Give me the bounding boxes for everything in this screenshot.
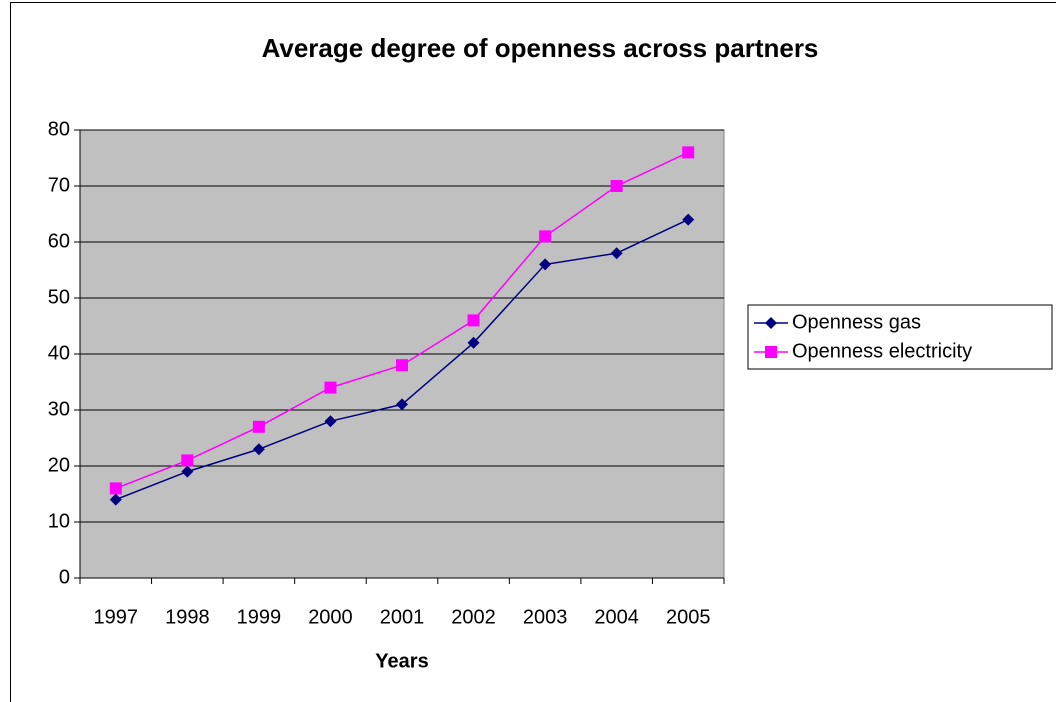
data-point bbox=[324, 415, 337, 428]
y-tick-label: 40 bbox=[48, 342, 70, 364]
y-tick-label: 60 bbox=[48, 230, 70, 252]
x-tick-label: 2001 bbox=[380, 606, 425, 628]
data-point bbox=[396, 398, 408, 411]
y-tick-label: 30 bbox=[48, 398, 70, 420]
data-point bbox=[109, 482, 122, 495]
y-tick-label: 70 bbox=[48, 174, 70, 196]
legend-marker bbox=[765, 317, 777, 329]
y-tick-label: 10 bbox=[48, 510, 70, 532]
x-tick-label: 2005 bbox=[666, 606, 711, 628]
data-point bbox=[682, 213, 695, 226]
legend-label: Openness gas bbox=[792, 311, 921, 333]
x-axis-label: Years bbox=[375, 650, 428, 672]
x-tick-label: 2002 bbox=[451, 606, 496, 628]
y-tick-label: 80 bbox=[48, 118, 70, 140]
data-point bbox=[467, 314, 480, 327]
data-point bbox=[539, 258, 552, 271]
chart-title: Average degree of openness across partne… bbox=[262, 33, 819, 63]
data-point bbox=[467, 336, 480, 349]
y-tick-label: 20 bbox=[48, 454, 70, 476]
x-tick-label: 2000 bbox=[308, 606, 353, 628]
data-point bbox=[181, 465, 194, 478]
x-tick-label: 2003 bbox=[523, 606, 568, 628]
data-point bbox=[539, 230, 552, 243]
x-tick-label: 2004 bbox=[594, 606, 639, 628]
data-point bbox=[324, 381, 337, 394]
data-point bbox=[682, 146, 695, 159]
x-tick-label: 1999 bbox=[237, 606, 282, 628]
data-point bbox=[252, 443, 265, 456]
data-point bbox=[396, 359, 408, 372]
y-tick-label: 0 bbox=[59, 566, 70, 588]
data-point bbox=[181, 454, 194, 467]
legend bbox=[747, 304, 1053, 370]
y-tick-label: 50 bbox=[48, 286, 70, 308]
data-point bbox=[109, 493, 122, 506]
data-point bbox=[610, 180, 623, 192]
x-tick-label: 1998 bbox=[165, 606, 210, 628]
data-point bbox=[610, 247, 623, 260]
data-point bbox=[252, 420, 265, 433]
legend-marker bbox=[765, 346, 777, 358]
x-tick-label: 1997 bbox=[94, 606, 139, 628]
legend-label: Openness electricity bbox=[792, 340, 972, 362]
